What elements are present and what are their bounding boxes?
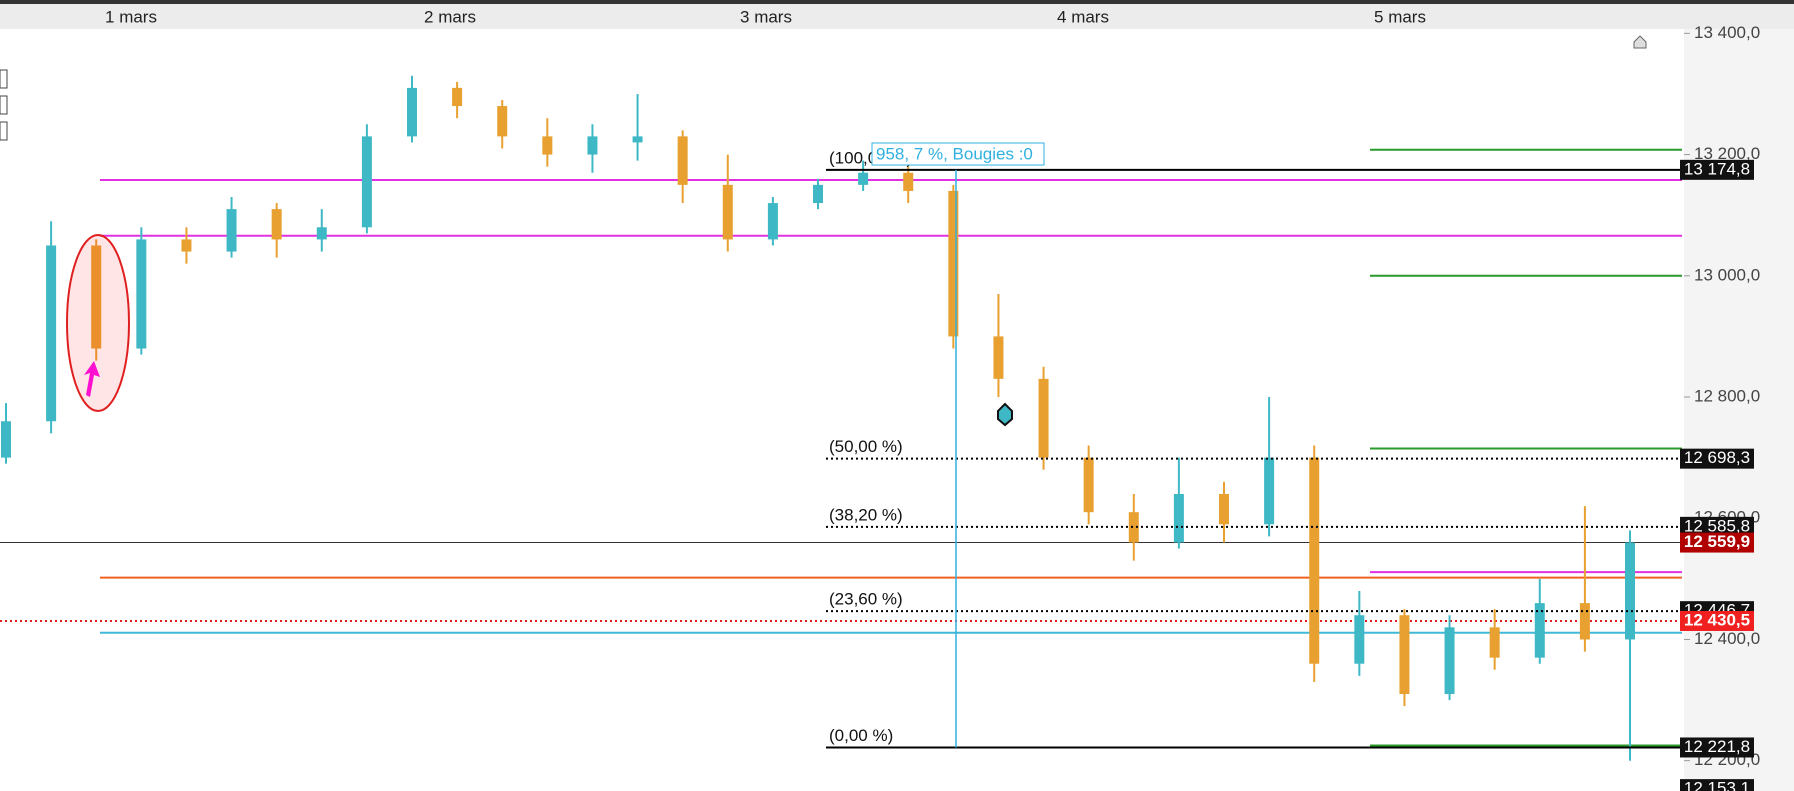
price-tag-label: 12 153,1 <box>1684 779 1750 791</box>
price-tag-label: 12 585,8 <box>1684 516 1750 535</box>
candle-body <box>1128 512 1139 543</box>
candle-body <box>632 136 643 143</box>
candle-body <box>1579 603 1590 640</box>
candle-body <box>1444 627 1455 695</box>
y-tick-label: 13 200,0 <box>1694 144 1760 163</box>
price-tag-label: 12 559,9 <box>1684 532 1750 551</box>
marker-icon <box>997 402 1013 427</box>
candle-body <box>1264 457 1275 525</box>
side-button[interactable] <box>0 121 8 141</box>
date-label: 2 mars <box>424 7 476 26</box>
candle-body <box>316 227 327 240</box>
candle-body <box>858 172 869 185</box>
candle-body <box>452 87 463 107</box>
date-label: 3 mars <box>740 7 792 26</box>
home-icon[interactable] <box>1633 35 1647 49</box>
candle-body <box>361 136 372 228</box>
y-tick-label: 13 400,0 <box>1694 23 1760 42</box>
date-label: 5 mars <box>1374 7 1426 26</box>
candle-body <box>1625 542 1635 640</box>
candle-body <box>46 245 57 422</box>
candle-body <box>226 209 237 252</box>
candle-body <box>136 239 147 349</box>
price-tag-label: 13 174,8 <box>1684 159 1750 178</box>
candle-body <box>1173 493 1184 543</box>
top-bar <box>0 0 1794 4</box>
fib-label: (23,60 %) <box>829 590 903 609</box>
fib-label: (38,20 %) <box>829 505 903 524</box>
price-tag <box>1680 159 1754 180</box>
price-axis <box>1684 29 1794 791</box>
candle-body <box>1083 457 1094 513</box>
candle-body <box>1489 627 1500 658</box>
price-tag <box>1680 448 1754 469</box>
candle-body <box>271 209 282 240</box>
price-tag <box>1680 779 1754 791</box>
candle-body <box>542 136 553 155</box>
candle-body <box>813 184 823 204</box>
candle-body <box>767 203 778 240</box>
candle-body <box>948 190 959 337</box>
date-label: 4 mars <box>1057 7 1109 26</box>
price-tag <box>1680 610 1754 631</box>
y-tick-label: 13 000,0 <box>1694 265 1760 284</box>
candle-body <box>1309 457 1320 664</box>
plot: 13 400,013 200,013 000,012 800,012 600,0… <box>0 23 1760 791</box>
date-label: 1 mars <box>105 7 157 26</box>
measure-label: 958, 7 %, Bougies :0 <box>876 144 1033 163</box>
price-tag-label: 12 221,8 <box>1684 737 1750 756</box>
candle-body <box>497 106 508 137</box>
candle-body <box>1534 603 1545 658</box>
price-tag-label: 12 430,5 <box>1684 610 1750 629</box>
fib-label: (50,00 %) <box>829 437 903 456</box>
candle-body <box>407 87 417 137</box>
candle-body <box>993 336 1004 379</box>
side-button[interactable] <box>0 69 8 89</box>
candle-body <box>1354 615 1365 664</box>
candle-body <box>1219 493 1229 525</box>
price-tag-label: 12 698,3 <box>1684 448 1750 467</box>
circle-annotation <box>66 234 130 412</box>
candle-body <box>677 136 688 185</box>
candle-body <box>181 239 192 252</box>
price-tag <box>1680 532 1754 553</box>
candle-body <box>1399 615 1410 695</box>
y-tick-label: 12 800,0 <box>1694 386 1760 405</box>
y-tick-label: 12 400,0 <box>1694 629 1760 648</box>
arrow-annotation <box>84 361 100 397</box>
candle-body <box>1 421 11 458</box>
price-tag <box>1680 737 1754 758</box>
date-header <box>0 0 1794 29</box>
candle-body <box>1038 378 1049 458</box>
fib-label: (0,00 %) <box>829 726 893 745</box>
candle-body <box>903 172 914 191</box>
candle-body <box>722 184 733 240</box>
price-tag <box>1680 516 1754 537</box>
candle-body <box>587 136 598 155</box>
side-button[interactable] <box>0 95 8 115</box>
measure-box <box>871 142 1045 166</box>
candle-body <box>91 245 102 349</box>
